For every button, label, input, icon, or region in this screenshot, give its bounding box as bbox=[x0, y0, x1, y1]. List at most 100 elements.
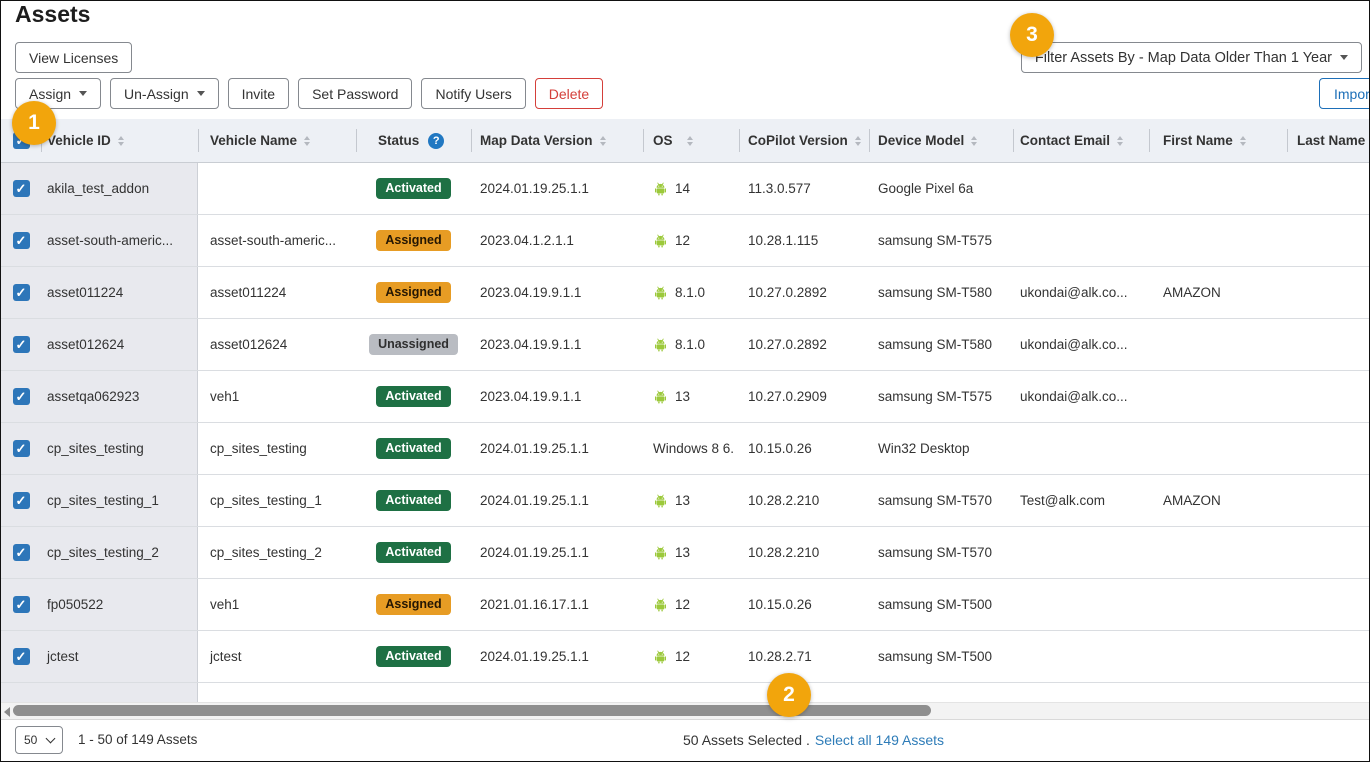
chevron-down-icon bbox=[79, 91, 88, 96]
column-header-os[interactable]: OS bbox=[643, 119, 739, 162]
os-cell: 12 bbox=[643, 631, 739, 682]
last-name-cell bbox=[1287, 475, 1369, 526]
vehicle-id-cell: cp_sites_testing_2 bbox=[41, 527, 198, 578]
os-version: 8.1.0 bbox=[675, 337, 706, 352]
import-button[interactable]: Import bbox=[1319, 78, 1369, 109]
first-name-cell bbox=[1149, 215, 1287, 266]
last-name-cell bbox=[1287, 267, 1369, 318]
column-header-status: Status ? bbox=[356, 119, 471, 162]
sort-icon[interactable] bbox=[599, 135, 606, 146]
row-checkbox[interactable] bbox=[12, 648, 30, 665]
row-checkbox[interactable] bbox=[12, 284, 30, 301]
status-badge: Activated bbox=[376, 490, 451, 511]
callout-1: 1 bbox=[12, 101, 56, 145]
column-header-last-name[interactable]: Last Name bbox=[1287, 119, 1369, 162]
first-name-cell bbox=[1149, 319, 1287, 370]
os-cell: 13 bbox=[643, 527, 739, 578]
column-header-vehicle-name[interactable]: Vehicle Name bbox=[198, 119, 356, 162]
invite-button[interactable]: Invite bbox=[227, 78, 290, 109]
column-header-device-model[interactable]: Device Model bbox=[869, 119, 1013, 162]
os-version: 12 bbox=[675, 649, 691, 664]
sort-icon[interactable] bbox=[117, 135, 124, 146]
os-version: 8.1.0 bbox=[675, 285, 706, 300]
os-version: 13 bbox=[675, 493, 691, 508]
table-row: asset012624 asset012624 Unassigned 2023.… bbox=[1, 319, 1369, 371]
row-checkbox[interactable] bbox=[12, 492, 30, 509]
column-header-map-data-version[interactable]: Map Data Version bbox=[471, 119, 643, 162]
page-size-select[interactable]: 50 bbox=[15, 726, 63, 754]
copilot-version-cell: 10.27.0.2909 bbox=[748, 389, 827, 404]
status-badge: Activated bbox=[376, 646, 451, 667]
sort-icon[interactable] bbox=[304, 135, 311, 146]
sort-icon[interactable] bbox=[971, 135, 978, 146]
unassign-button[interactable]: Un-Assign bbox=[110, 78, 219, 109]
vehicle-name-cell: asset-south-americ... bbox=[210, 233, 337, 248]
android-icon bbox=[653, 182, 668, 196]
device-model-cell: Google Pixel 6a bbox=[878, 181, 974, 196]
first-name-cell bbox=[1149, 579, 1287, 630]
device-model-cell: samsung SM-T575 bbox=[878, 233, 993, 248]
status-cell: Assigned bbox=[356, 267, 471, 318]
device-model-cell: samsung SM-T580 bbox=[878, 337, 993, 352]
vehicle-id-cell: akila_test_addon bbox=[41, 163, 198, 214]
android-icon bbox=[653, 494, 668, 508]
scrollbar-thumb[interactable] bbox=[13, 705, 931, 716]
row-checkbox[interactable] bbox=[12, 388, 30, 405]
row-checkbox[interactable] bbox=[12, 336, 30, 353]
table-row: assetqa062923 veh1 Activated 2023.04.19.… bbox=[1, 371, 1369, 423]
copilot-version-cell: 11.3.0.577 bbox=[748, 181, 811, 196]
status-badge: Assigned bbox=[376, 230, 451, 251]
copilot-version-cell: 10.27.0.2892 bbox=[748, 285, 827, 300]
os-cell: 8.1.0 bbox=[643, 319, 739, 370]
set-password-button[interactable]: Set Password bbox=[298, 78, 413, 109]
vehicle-name-cell bbox=[198, 163, 356, 214]
os-cell: 12 bbox=[643, 215, 739, 266]
row-checkbox[interactable] bbox=[12, 440, 30, 457]
device-model-cell: samsung SM-T500 bbox=[878, 597, 993, 612]
map-data-version-cell: 2024.01.19.25.1.1 bbox=[480, 181, 589, 196]
sort-icon[interactable] bbox=[854, 135, 861, 146]
horizontal-scrollbar[interactable] bbox=[1, 702, 1369, 720]
row-checkbox[interactable] bbox=[12, 544, 30, 561]
contact-email-cell bbox=[1013, 631, 1149, 682]
copilot-version-cell: 10.27.0.2892 bbox=[748, 337, 827, 352]
last-name-cell bbox=[1287, 319, 1369, 370]
select-all-link[interactable]: Select all 149 Assets bbox=[814, 732, 945, 748]
vehicle-id-cell: cp_sites_testing bbox=[41, 423, 198, 474]
vehicle-id-cell: fp050522 bbox=[41, 579, 198, 630]
vehicle-name-cell: veh1 bbox=[210, 389, 240, 404]
vehicle-id-cell: cp_sites_testing_1 bbox=[41, 475, 198, 526]
scroll-left-arrow-icon[interactable] bbox=[4, 707, 10, 717]
row-checkbox[interactable] bbox=[12, 180, 30, 197]
delete-button[interactable]: Delete bbox=[534, 78, 604, 109]
contact-email-cell: ukondai@alk.co... bbox=[1020, 285, 1128, 300]
status-cell: Activated bbox=[356, 163, 471, 214]
sort-icon[interactable] bbox=[686, 135, 693, 146]
status-badge: Unassigned bbox=[369, 334, 458, 355]
os-version: 13 bbox=[675, 389, 691, 404]
notify-users-button[interactable]: Notify Users bbox=[421, 78, 526, 109]
os-cell: 13 bbox=[643, 475, 739, 526]
sort-icon[interactable] bbox=[1117, 135, 1124, 146]
footer: 50 1 - 50 of 149 Assets 50 Assets Select… bbox=[1, 720, 1369, 761]
column-header-copilot-version[interactable]: CoPilot Version bbox=[739, 119, 869, 162]
status-cell: Activated bbox=[356, 631, 471, 682]
column-header-vehicle-id[interactable]: Vehicle ID bbox=[41, 119, 198, 162]
callout-2: 2 bbox=[767, 673, 811, 717]
device-model-cell: samsung SM-T575 bbox=[878, 389, 993, 404]
row-checkbox[interactable] bbox=[12, 232, 30, 249]
first-name-cell: AMAZON bbox=[1163, 285, 1221, 300]
android-icon bbox=[653, 338, 668, 352]
filter-assets-dropdown[interactable]: Filter Assets By - Map Data Older Than 1… bbox=[1020, 42, 1362, 73]
android-icon bbox=[653, 546, 668, 560]
sort-icon[interactable] bbox=[1239, 135, 1246, 146]
view-licenses-button[interactable]: View Licenses bbox=[15, 42, 133, 73]
vehicle-name-cell: cp_sites_testing_1 bbox=[210, 493, 322, 508]
column-header-first-name[interactable]: First Name bbox=[1149, 119, 1287, 162]
status-help-icon[interactable]: ? bbox=[428, 132, 445, 149]
column-header-contact-email[interactable]: Contact Email bbox=[1013, 119, 1149, 162]
os-cell: 14 bbox=[643, 163, 739, 214]
os-version: Windows 8 6. bbox=[653, 441, 735, 456]
row-checkbox[interactable] bbox=[12, 596, 30, 613]
last-name-cell bbox=[1287, 527, 1369, 578]
